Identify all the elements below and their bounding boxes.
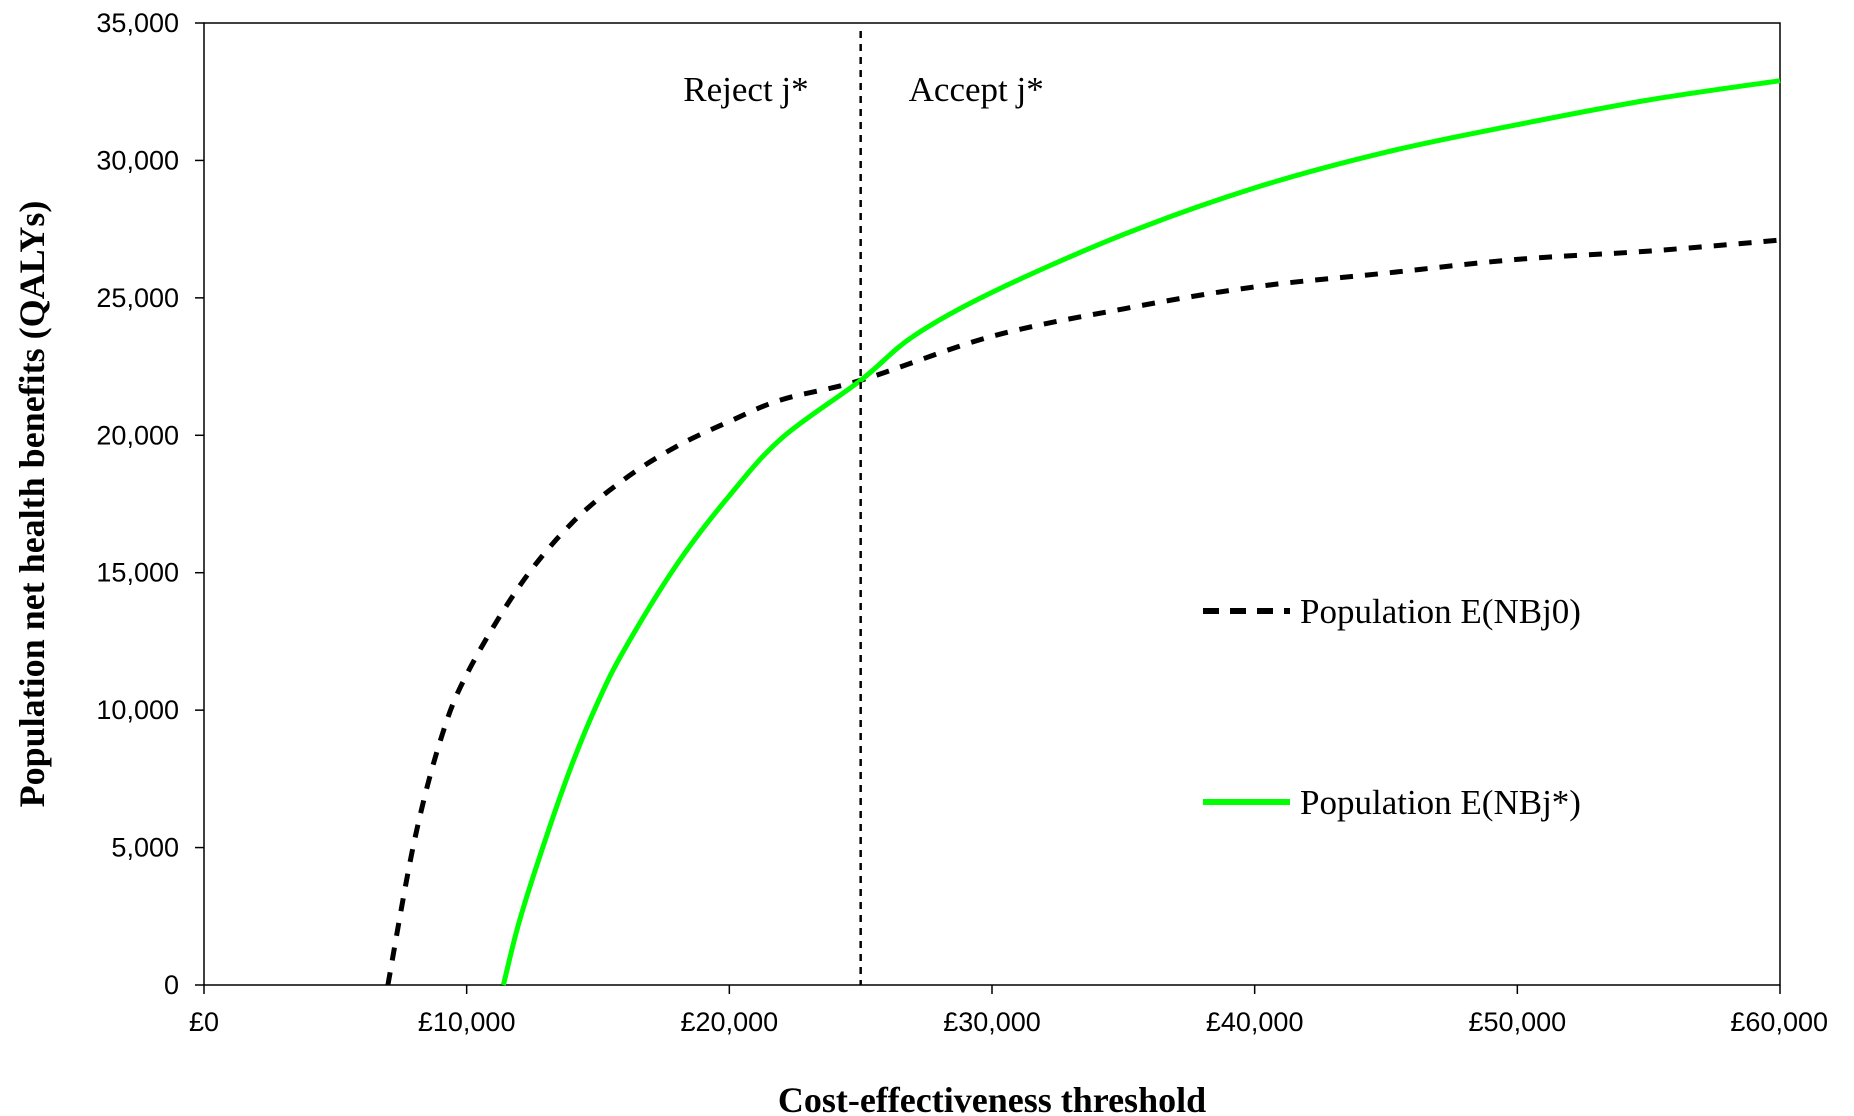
x-axis: £0 £10,000 £20,000 £30,000 £40,000 £50,000 £60… bbox=[189, 985, 1828, 1037]
legend: Population E(NBj0) Population E(NBj*) bbox=[1203, 592, 1581, 822]
series-line-enbj0 bbox=[385, 237, 1781, 986]
y-tick-label: 0 bbox=[164, 970, 179, 1000]
y-axis: 0 5,000 10,000 15,000 20,000 25,000 30,000 35,0… bbox=[96, 8, 204, 1000]
y-tick-label: 25,000 bbox=[96, 283, 179, 313]
legend-label-enbj0: Population E(NBj0) bbox=[1300, 592, 1581, 631]
y-tick-label: 10,000 bbox=[96, 695, 179, 725]
x-tick-label: £50,000 bbox=[1469, 1007, 1567, 1037]
y-axis-title: Population net health benefits (QALYs) bbox=[12, 201, 52, 808]
x-tick-label: £10,000 bbox=[418, 1007, 516, 1037]
x-tick-label: £0 bbox=[189, 1007, 219, 1037]
annotation-accept: Accept j* bbox=[909, 70, 1044, 109]
y-tick-label: 5,000 bbox=[111, 833, 179, 863]
series-layer bbox=[385, 78, 1781, 986]
x-tick-label: £40,000 bbox=[1206, 1007, 1304, 1037]
x-tick-label: £20,000 bbox=[681, 1007, 779, 1037]
x-tick-label: £30,000 bbox=[943, 1007, 1041, 1037]
series-line-enbj-star bbox=[500, 78, 1781, 986]
plot-frame bbox=[203, 22, 1781, 986]
y-tick-label: 35,000 bbox=[96, 8, 179, 38]
x-axis-title: Cost-effectiveness threshold bbox=[778, 1080, 1206, 1116]
annotation-reject: Reject j* bbox=[683, 70, 808, 109]
legend-label-enbj-star: Population E(NBj*) bbox=[1300, 783, 1581, 822]
y-tick-label: 20,000 bbox=[96, 420, 179, 450]
x-tick-label: £60,000 bbox=[1730, 1007, 1828, 1037]
y-tick-label: 15,000 bbox=[96, 558, 179, 588]
y-tick-label: 30,000 bbox=[96, 145, 179, 175]
